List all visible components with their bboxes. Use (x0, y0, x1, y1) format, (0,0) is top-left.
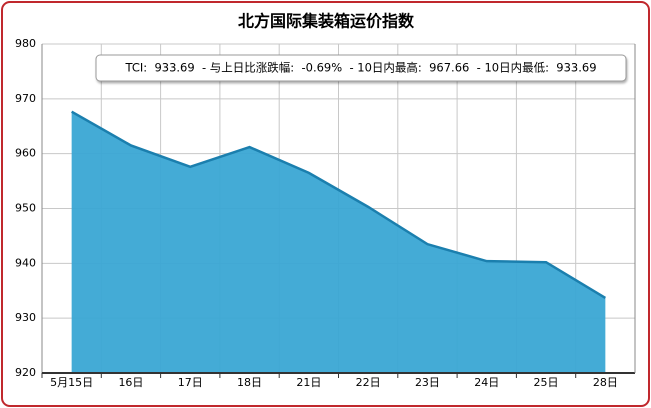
annotation-box: TCI: 933.69 - 与上日比涨跌幅: -0.69% - 10日内最高: … (95, 54, 627, 82)
area-line (71, 110, 606, 300)
y-tick-label: 940 (15, 256, 36, 269)
x-tick-label: 18日 (237, 376, 262, 389)
annotation-bg (95, 54, 627, 82)
chart-title: 北方国际集装箱运价指数 (238, 12, 415, 31)
y-tick-label: 960 (15, 147, 36, 160)
annotation: TCI: 933.69 - 与上日比涨跌幅: -0.69% - 10日内最高: … (124, 61, 596, 75)
x-tick-label: 5月15日 (50, 376, 93, 389)
x-tick-label: 25日 (534, 376, 559, 389)
x-tick-label: 23日 (415, 376, 440, 389)
area (71, 111, 606, 373)
x-tick-label: 16日 (118, 376, 143, 389)
x-tick-label: 21日 (296, 376, 321, 389)
x-tick-label: 24日 (474, 376, 499, 389)
y-tick-label: 980 (15, 37, 36, 50)
y-tick-label: 970 (15, 92, 36, 105)
y-tick-label: 920 (15, 366, 36, 379)
x-tick-label: 28日 (593, 376, 618, 389)
y-tick-label: 950 (15, 202, 36, 215)
plot: 920 930 940 950 960 970 980 5月15日 16日 17日 18日 21日 22… (15, 37, 636, 389)
y-tick-label: 930 (15, 311, 36, 324)
x-tick-label: 22日 (356, 376, 381, 389)
x-tick-label: 17日 (178, 376, 203, 389)
